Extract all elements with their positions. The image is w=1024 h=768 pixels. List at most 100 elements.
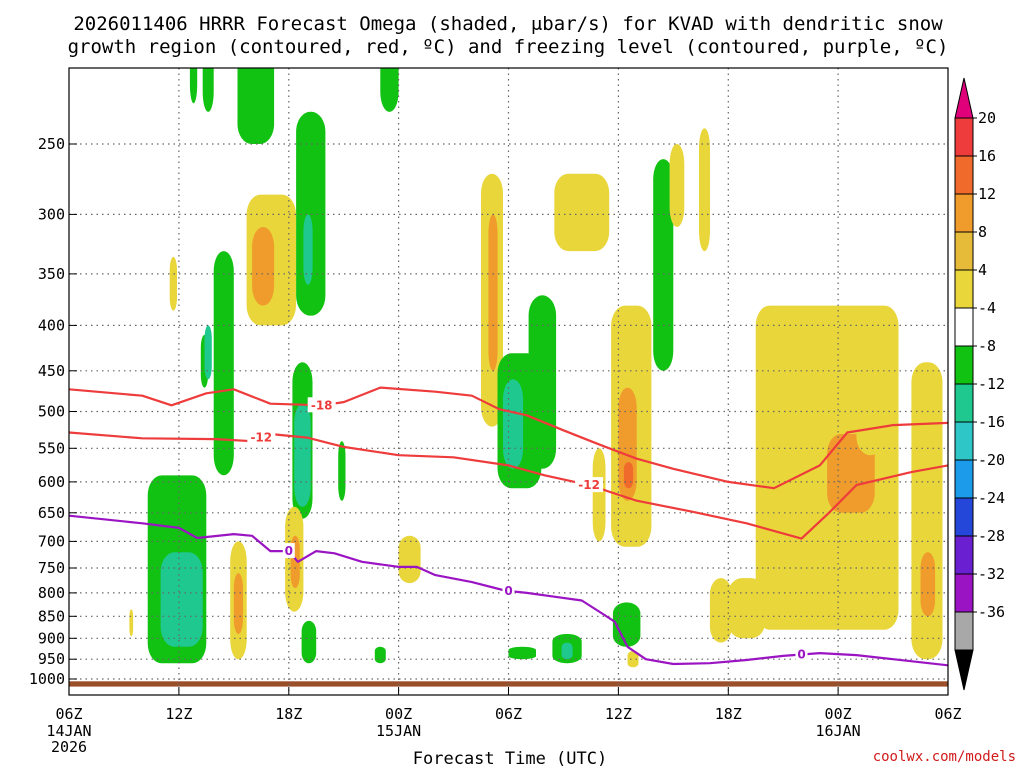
omega-region-44 xyxy=(699,128,710,252)
omega-region-41 xyxy=(653,159,674,371)
y-tick-label-300: 300 xyxy=(38,205,65,223)
contour-line-minus18 xyxy=(69,386,948,490)
contour-label-bg-3 xyxy=(282,543,295,559)
y-tick-label-850: 850 xyxy=(38,607,65,625)
y-tick-label-450: 450 xyxy=(38,362,65,380)
omega-region-24 xyxy=(398,535,421,584)
y-tick-label-250: 250 xyxy=(38,135,65,153)
y-axis-pressure: 250 300 350 400 450 500 550 600 650 700 750 800 850 9… xyxy=(29,135,77,688)
plot-area: -18 -12 -12 0 0 0 xyxy=(68,67,949,696)
omega-region-21 xyxy=(301,620,317,664)
colorbar-label-7: -12 xyxy=(978,375,1005,393)
contour-label-0: -18 xyxy=(311,398,333,412)
omega-region-46 xyxy=(827,434,875,513)
omega-region-23 xyxy=(374,646,386,664)
colorbar-band-9 xyxy=(954,459,974,499)
colorbar-band-7 xyxy=(954,383,974,423)
contour-label-bg-5 xyxy=(795,646,808,662)
contour-label-bg-0 xyxy=(307,397,336,413)
omega-region-43 xyxy=(709,578,732,643)
contour-layer: -18 -12 -12 0 0 0 xyxy=(69,386,948,667)
x-tick-label-0: 06Z xyxy=(55,705,82,723)
x-tick-date-0: 14JAN xyxy=(46,722,91,740)
contour-line-0 xyxy=(69,514,948,667)
omega-region-7 xyxy=(129,609,134,637)
y-tick-label-550: 550 xyxy=(38,439,65,457)
omega-region-22 xyxy=(338,441,346,501)
colorbar-band-2 xyxy=(954,193,974,233)
omega-region-11 xyxy=(233,573,243,634)
omega-region-30 xyxy=(528,295,557,469)
colorbar-label-4: 4 xyxy=(978,261,987,279)
omega-region-38 xyxy=(623,462,634,489)
chart-title-line-1: 2026011406 HRRR Forecast Omega (shaded, … xyxy=(73,13,943,35)
x-tick-label-1: 12Z xyxy=(165,705,192,723)
colorbar-label-1: 16 xyxy=(978,147,996,165)
colorbar-band-5 xyxy=(954,307,974,347)
omega-colorbar: 20 16 12 8 4 -4 -8 -12 -16 -20 -24 -28 -32 -36 xyxy=(954,77,1005,691)
omega-shading-layer xyxy=(69,68,948,687)
colorbar-label-5: -4 xyxy=(978,299,996,317)
y-tick-label-1000: 1000 xyxy=(29,670,65,688)
x-tick-label-7: 00Z xyxy=(825,705,852,723)
x-tick-label-4: 06Z xyxy=(495,705,522,723)
omega-region-39 xyxy=(612,602,641,647)
omega-region-34 xyxy=(592,448,606,542)
omega-region-29 xyxy=(503,379,524,469)
colorbar-band-6 xyxy=(954,345,974,385)
omega-region-40 xyxy=(627,651,639,668)
colorbar-top-arrow xyxy=(954,77,974,119)
y-tick-label-350: 350 xyxy=(38,265,65,283)
gridlines xyxy=(69,68,948,695)
omega-region-49 xyxy=(920,552,936,617)
colorbar-label-6: -8 xyxy=(978,337,996,355)
omega-region-9 xyxy=(213,251,234,476)
colorbar-band-12 xyxy=(954,573,974,613)
y-tick-label-800: 800 xyxy=(38,584,65,602)
contour-label-1: -12 xyxy=(250,431,272,445)
colorbar-band-3 xyxy=(954,231,974,271)
x-tick-year-0: 2026 xyxy=(51,738,87,756)
colorbar-label-3: 8 xyxy=(978,223,987,241)
omega-region-8 xyxy=(169,256,177,311)
colorbar-label-8: -16 xyxy=(978,413,1005,431)
omega-region-2 xyxy=(160,552,203,647)
chart-title-line-2: growth region (contoured, red, ºC) and f… xyxy=(68,36,949,58)
colorbar-band-8 xyxy=(954,421,974,461)
y-tick-label-400: 400 xyxy=(38,316,65,334)
colorbar-band-11 xyxy=(954,535,974,575)
colorbar-label-11: -28 xyxy=(978,527,1005,545)
contour-label-3: 0 xyxy=(285,544,293,558)
x-tick-label-6: 18Z xyxy=(715,705,742,723)
x-tick-date-3: 15JAN xyxy=(376,722,421,740)
colorbar-band-10 xyxy=(954,497,974,537)
colorbar-band-0 xyxy=(954,117,974,157)
colorbar-label-9: -20 xyxy=(978,451,1005,469)
x-tick-label-2: 18Z xyxy=(275,705,302,723)
contour-label-bg-4 xyxy=(502,582,515,598)
contour-label-bg-2 xyxy=(575,477,604,493)
colorbar-band-13 xyxy=(954,611,974,651)
omega-region-27 xyxy=(488,214,498,371)
y-tick-label-900: 900 xyxy=(38,629,65,647)
colorbar-band-1 xyxy=(954,155,974,195)
omega-region-32 xyxy=(561,642,573,660)
omega-region-14 xyxy=(252,227,275,306)
omega-region-3 xyxy=(189,68,198,104)
colorbar-band-4 xyxy=(954,269,974,309)
colorbar-label-2: 12 xyxy=(978,185,996,203)
x-tick-label-3: 00Z xyxy=(385,705,412,723)
contour-label-5: 0 xyxy=(797,648,805,662)
y-tick-label-500: 500 xyxy=(38,403,65,421)
credit-text: coolwx.com/models xyxy=(873,749,1016,765)
contour-label-2: -12 xyxy=(578,478,600,492)
omega-region-25 xyxy=(380,68,399,112)
y-tick-label-600: 600 xyxy=(38,473,65,491)
omega-region-16 xyxy=(294,403,311,507)
omega-region-42 xyxy=(669,144,685,227)
colorbar-bottom-arrow xyxy=(954,649,974,691)
x-axis-label: Forecast Time (UTC) xyxy=(413,749,607,768)
y-tick-label-750: 750 xyxy=(38,559,65,577)
